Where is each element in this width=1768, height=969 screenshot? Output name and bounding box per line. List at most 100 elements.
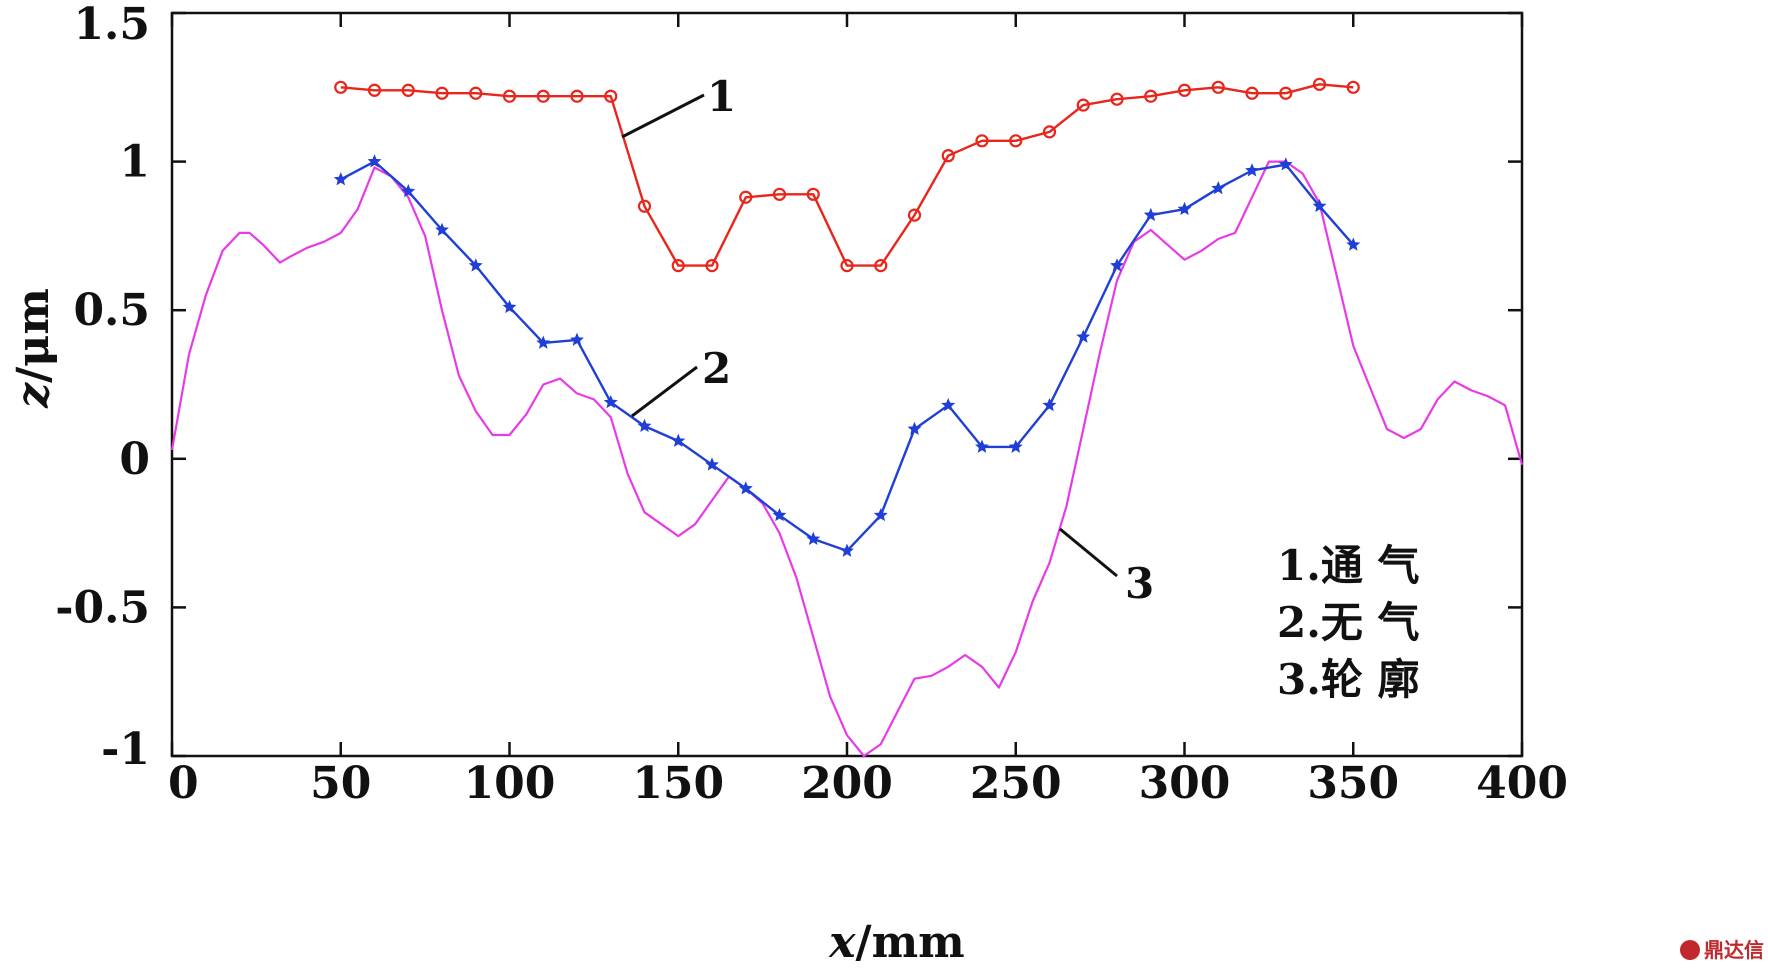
series-2-point: [502, 299, 517, 314]
series-1-point: [1042, 125, 1057, 139]
series-1-point: [1245, 86, 1259, 100]
y-tick-label: 1: [119, 137, 150, 188]
series-1-point: [1076, 98, 1090, 112]
series-2-point: [1110, 258, 1124, 272]
series-1-point: [705, 259, 719, 273]
series-2-point: [1008, 439, 1023, 453]
series-1-point: [1009, 134, 1023, 148]
y-tick-label: 0: [119, 434, 150, 485]
series-1-point: [536, 89, 550, 103]
series-1-point: [1144, 89, 1158, 103]
series-1-point: [502, 89, 517, 103]
series-1-point: [401, 83, 415, 97]
callout-1-leader: [621, 93, 705, 139]
series-1: [334, 77, 1360, 273]
callout-1-label: 1: [707, 72, 736, 121]
legend-entry-1: 1.通 气: [1277, 541, 1419, 590]
series-1-point: [1177, 83, 1192, 97]
y-tick-label: -1: [101, 724, 150, 775]
series-1-point: [367, 83, 382, 97]
series-layer: [170, 77, 1524, 758]
series-2-point: [772, 508, 787, 522]
series-2-point: [840, 543, 854, 557]
series-2-point: [603, 394, 618, 409]
series-3-line: [170, 160, 1524, 758]
series-1-line: [340, 83, 1354, 267]
x-tick-label: 250: [970, 758, 1062, 809]
series-1-point: [907, 208, 922, 222]
series-2-point: [333, 172, 348, 186]
callout-3: 3: [1059, 527, 1154, 608]
svg-text:x/mm: x/mm: [828, 917, 964, 968]
series-2-line: [340, 160, 1355, 553]
series-2-point: [637, 418, 652, 433]
series-3: [170, 160, 1524, 758]
series-1-point: [739, 190, 753, 204]
callout-2-label: 2: [702, 344, 731, 393]
callout-3-label: 3: [1125, 559, 1154, 608]
series-2-point: [1211, 180, 1226, 195]
y-tick-labels: -1 -0.5 0 0.5 1 1.5: [55, 0, 150, 775]
svg-text:z/μm: z/μm: [8, 288, 59, 409]
y-tick-label: 1.5: [73, 0, 150, 50]
series-2-point: [1278, 157, 1293, 171]
watermark-text: 鼎达信: [1704, 938, 1764, 962]
y-tick-label: 0.5: [73, 285, 150, 336]
series-1-point: [671, 259, 685, 273]
series-1-point: [1312, 77, 1327, 91]
series-2-point: [536, 335, 551, 349]
callout-2-leader: [631, 365, 698, 418]
series-2-point: [705, 457, 719, 471]
watermark: 鼎达信: [1680, 938, 1764, 962]
series-2-point: [671, 433, 686, 447]
series-2-point: [806, 531, 821, 545]
y-axis-var: z: [8, 382, 59, 409]
series-2-point: [401, 183, 416, 198]
series-2-point: [1042, 398, 1057, 412]
x-tick-label: 300: [1139, 758, 1231, 809]
series-1-point: [1211, 80, 1225, 94]
series-2-point: [570, 332, 584, 346]
x-tick-label: 50: [310, 758, 371, 809]
series-2-point: [738, 481, 753, 495]
series-2-point: [1346, 237, 1361, 251]
series-1-point: [637, 199, 652, 213]
x-tick-label: 0: [168, 758, 199, 809]
y-axis-unit: /μm: [8, 288, 59, 383]
series-2-point: [468, 258, 483, 272]
x-axis-title: x/mm: [828, 917, 964, 968]
legend-entry-2: 2.无 气: [1277, 598, 1419, 647]
series-2-point: [1245, 163, 1259, 177]
y-axis-title: z/μm: [8, 288, 59, 409]
series-1-point: [772, 187, 787, 201]
series-1-point: [1110, 92, 1124, 106]
series-1-point: [1346, 80, 1360, 94]
x-tick-label: 100: [464, 758, 556, 809]
series-2-point: [873, 507, 888, 522]
series-1-point: [570, 89, 584, 103]
series-1-point: [604, 89, 618, 103]
x-tick-label: 400: [1476, 758, 1568, 809]
series-1-point: [874, 259, 888, 273]
legend: 1.通 气 2.无 气 3.轮 廓: [1277, 541, 1419, 704]
series-2-point: [1177, 201, 1192, 216]
series-1-point: [435, 86, 449, 100]
series-2-point: [907, 421, 922, 435]
watermark-logo-icon: [1680, 940, 1700, 960]
series-1-point: [806, 187, 820, 201]
series-1-point: [1279, 86, 1293, 100]
x-tick-label: 350: [1307, 758, 1399, 809]
series-1-point: [334, 80, 348, 94]
series-2-point: [1143, 207, 1158, 222]
x-tick-labels: 0 50 100 150 200 250 300 350 400: [168, 758, 1568, 809]
series-2-point: [367, 154, 382, 168]
callout-2: 2: [631, 344, 731, 418]
series-1-point: [469, 86, 483, 100]
series-2-point: [1076, 329, 1091, 343]
callout-3-leader: [1059, 527, 1118, 578]
series-1-point: [975, 134, 989, 148]
x-axis-unit: /mm: [856, 917, 965, 968]
series-2-point: [435, 222, 449, 236]
series-1-point: [941, 149, 955, 163]
